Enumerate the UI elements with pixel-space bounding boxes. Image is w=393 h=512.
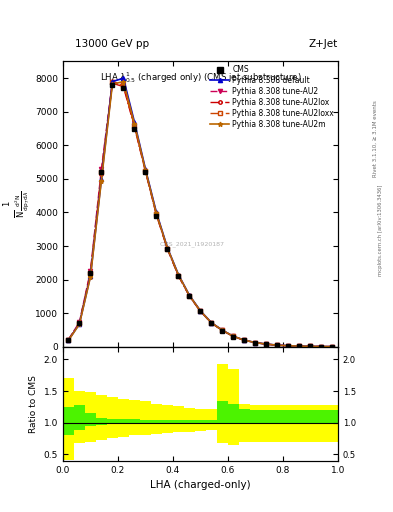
Text: 13000 GeV pp: 13000 GeV pp: [75, 38, 149, 49]
Text: LHA $\lambda^{1}_{0.5}$ (charged only) (CMS jet substructure): LHA $\lambda^{1}_{0.5}$ (charged only) (…: [100, 70, 301, 85]
X-axis label: LHA (charged-only): LHA (charged-only): [150, 480, 251, 490]
Legend: CMS, Pythia 8.308 default, Pythia 8.308 tune-AU2, Pythia 8.308 tune-AU2lox, Pyth: CMS, Pythia 8.308 default, Pythia 8.308 …: [209, 63, 336, 131]
Y-axis label: $\mathrm{1}$
$\overline{\mathrm{N}}\,\frac{\mathrm{d}^2\mathrm{N}}{\mathrm{d}\ma: $\mathrm{1}$ $\overline{\mathrm{N}}\,\fr…: [1, 190, 32, 218]
Text: mcplots.cern.ch [arXiv:1306.3436]: mcplots.cern.ch [arXiv:1306.3436]: [378, 185, 383, 276]
Y-axis label: Ratio to CMS: Ratio to CMS: [29, 375, 38, 433]
Text: Rivet 3.1.10, ≥ 3.1M events: Rivet 3.1.10, ≥ 3.1M events: [373, 100, 378, 177]
Text: CMS_2021_I1920187: CMS_2021_I1920187: [160, 241, 225, 247]
Text: Z+Jet: Z+Jet: [309, 38, 338, 49]
